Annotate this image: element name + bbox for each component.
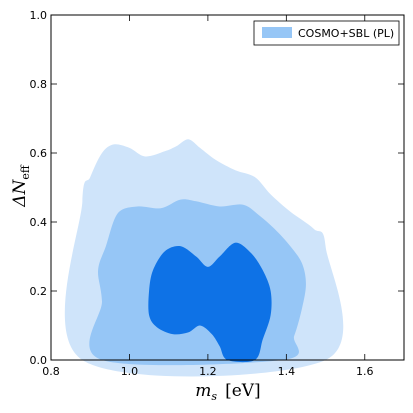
y-tick-labels: 0.0 0.2 0.4 0.6 0.8 1.0 — [30, 9, 48, 367]
x-tick-label: 0.8 — [42, 365, 60, 378]
contour-layer — [64, 139, 344, 377]
y-tick-label: 0.8 — [30, 78, 48, 91]
y-tick-label: 0.4 — [30, 216, 48, 229]
x-axis-label: ms [eV] — [195, 381, 260, 403]
plot-frame — [50, 14, 405, 361]
axis-ticks — [50, 14, 404, 361]
x-tick-label: 1.4 — [278, 365, 296, 378]
x-tick-label: 1.6 — [356, 365, 374, 378]
y-axis-label-main: ΔN — [10, 178, 30, 207]
y-tick-label: 1.0 — [30, 9, 48, 22]
x-tick-labels: 0.8 1.0 1.2 1.4 1.6 — [42, 365, 373, 378]
y-tick-label: 0.0 — [30, 354, 48, 367]
y-axis-label: ΔNeff — [10, 164, 32, 208]
y-tick-label: 0.6 — [30, 147, 48, 160]
x-axis-label-sub: s — [211, 390, 217, 403]
legend-swatch — [262, 27, 292, 38]
x-axis-label-var: m — [195, 381, 211, 401]
x-tick-label: 1.0 — [121, 365, 139, 378]
x-tick-label: 1.2 — [199, 365, 217, 378]
legend: COSMO+SBL (PL) — [253, 20, 400, 46]
x-axis-label-unit: [eV] — [225, 381, 261, 401]
legend-entry-label: COSMO+SBL (PL) — [298, 27, 394, 40]
contour-inner — [148, 242, 272, 363]
y-axis-label-sub: eff — [19, 164, 32, 180]
y-tick-label: 0.2 — [30, 285, 48, 298]
